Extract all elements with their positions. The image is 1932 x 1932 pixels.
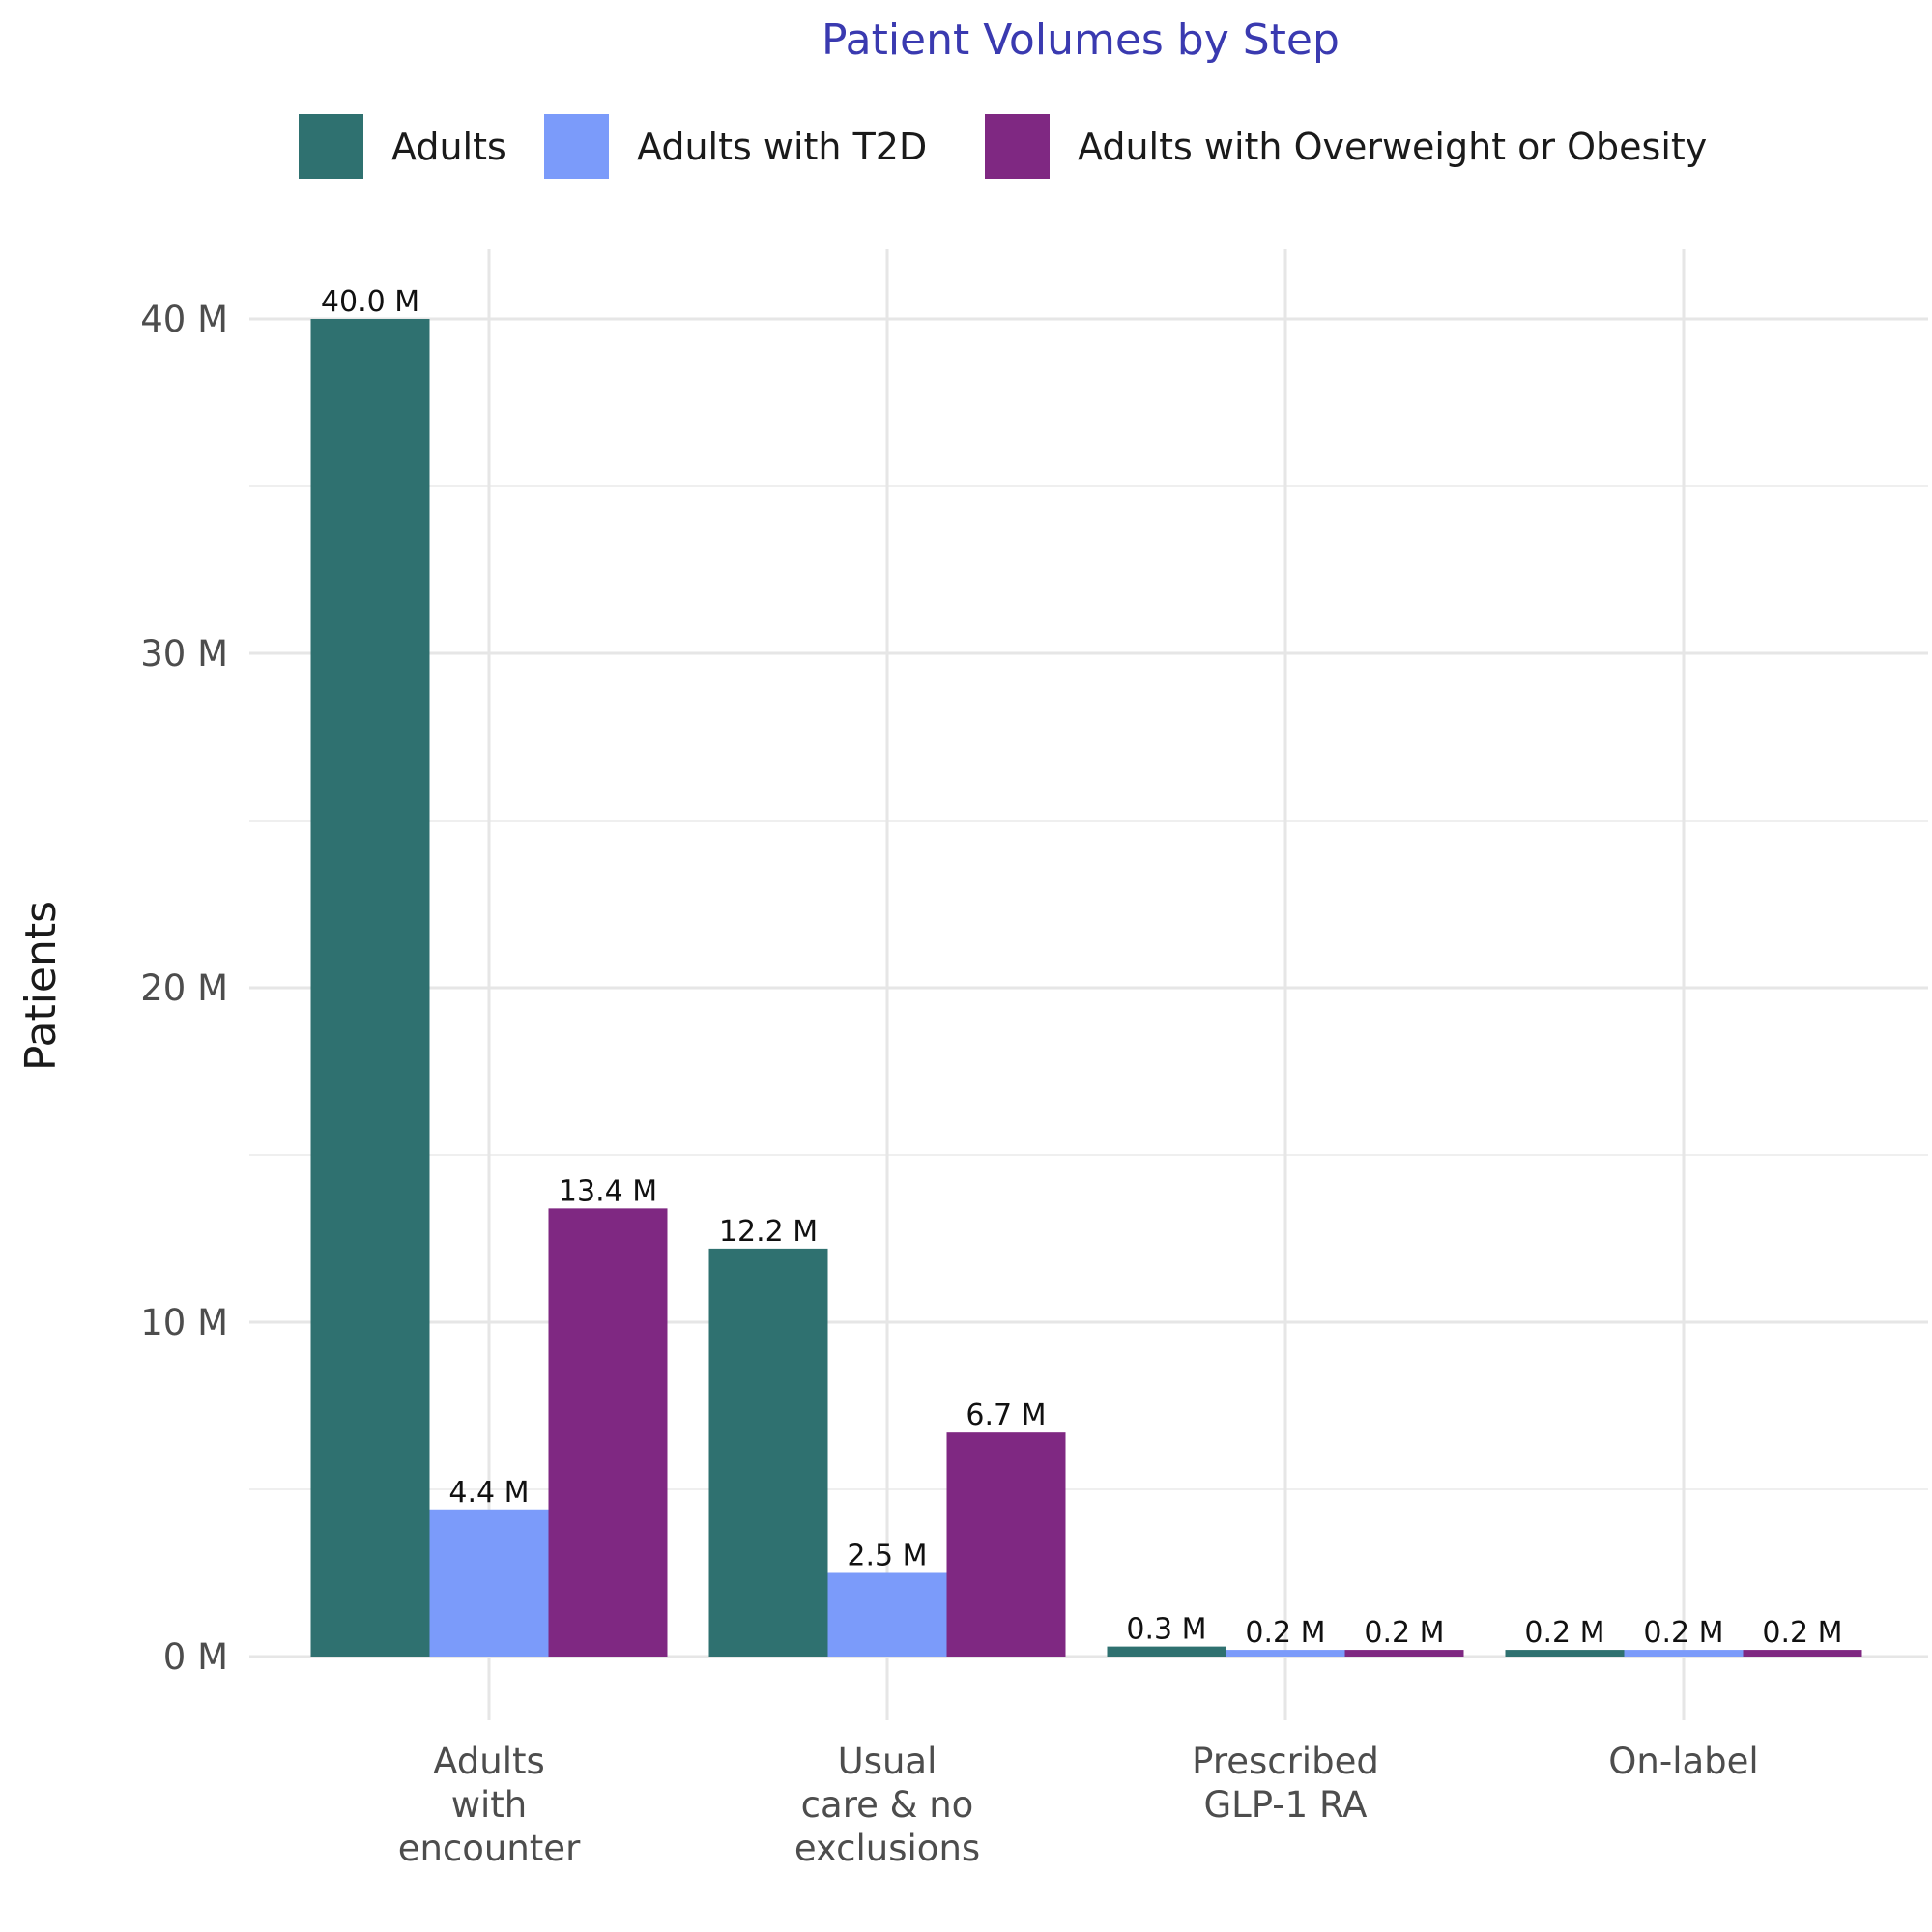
legend: Adults Adults with T2D Adults with Overwei… (299, 114, 1707, 179)
bar (708, 1248, 828, 1657)
bar (1226, 1650, 1345, 1657)
y-tick-label: 20 M (140, 967, 228, 1009)
data-label: 0.2 M (1762, 1616, 1842, 1650)
bar (429, 1509, 549, 1657)
x-axis: Adults with encounter Usual care & no exclusi… (398, 1741, 1759, 1869)
bar (1505, 1650, 1625, 1657)
grid-layer (249, 249, 1928, 1720)
data-label: 0.2 M (1524, 1616, 1604, 1650)
data-label: 6.7 M (966, 1399, 1046, 1432)
legend-swatch (299, 114, 363, 179)
y-tick-label: 10 M (140, 1302, 228, 1343)
bar (310, 319, 430, 1657)
y-tick-label: 0 M (163, 1636, 228, 1678)
data-label: 13.4 M (559, 1174, 657, 1208)
bar (1624, 1650, 1744, 1657)
bar (1344, 1650, 1464, 1657)
data-label: 2.5 M (847, 1540, 927, 1573)
x-tick-label: Adults with encounter (398, 1741, 581, 1869)
y-axis-title: Patients (16, 901, 66, 1071)
bars-layer (310, 319, 1862, 1657)
legend-label: Adults with T2D (637, 126, 927, 168)
legend-label: Adults with Overweight or Obesity (1078, 126, 1707, 168)
y-tick-label: 40 M (140, 299, 228, 340)
chart-title: Patient Volumes by Step (822, 15, 1340, 65)
data-label: 4.4 M (448, 1476, 529, 1510)
x-tick-label: On-label (1608, 1741, 1758, 1782)
bar (1107, 1646, 1226, 1657)
legend-swatch (985, 114, 1050, 179)
bar (548, 1208, 668, 1657)
x-tick-label: Prescribed GLP-1 RA (1192, 1741, 1379, 1826)
bar (946, 1432, 1066, 1657)
data-label: 0.3 M (1126, 1613, 1206, 1647)
data-label: 0.2 M (1245, 1616, 1325, 1650)
x-tick-label: Usual care & no exclusions (794, 1741, 980, 1869)
data-label: 0.2 M (1364, 1616, 1444, 1650)
data-labels-layer: 40.0 M 12.2 M 0.3 M 0.2 M 4.4 M 2.5 M 0.2 M 0.2… (321, 285, 1843, 1650)
data-label: 12.2 M (719, 1215, 818, 1249)
legend-label: Adults (391, 126, 506, 168)
y-axis: 0 M 10 M 20 M 30 M 40 M (140, 299, 228, 1678)
data-label: 40.0 M (321, 285, 419, 319)
bar (827, 1572, 947, 1657)
bar (1743, 1650, 1862, 1657)
y-tick-label: 30 M (140, 633, 228, 675)
legend-swatch (544, 114, 609, 179)
data-label: 0.2 M (1643, 1616, 1723, 1650)
